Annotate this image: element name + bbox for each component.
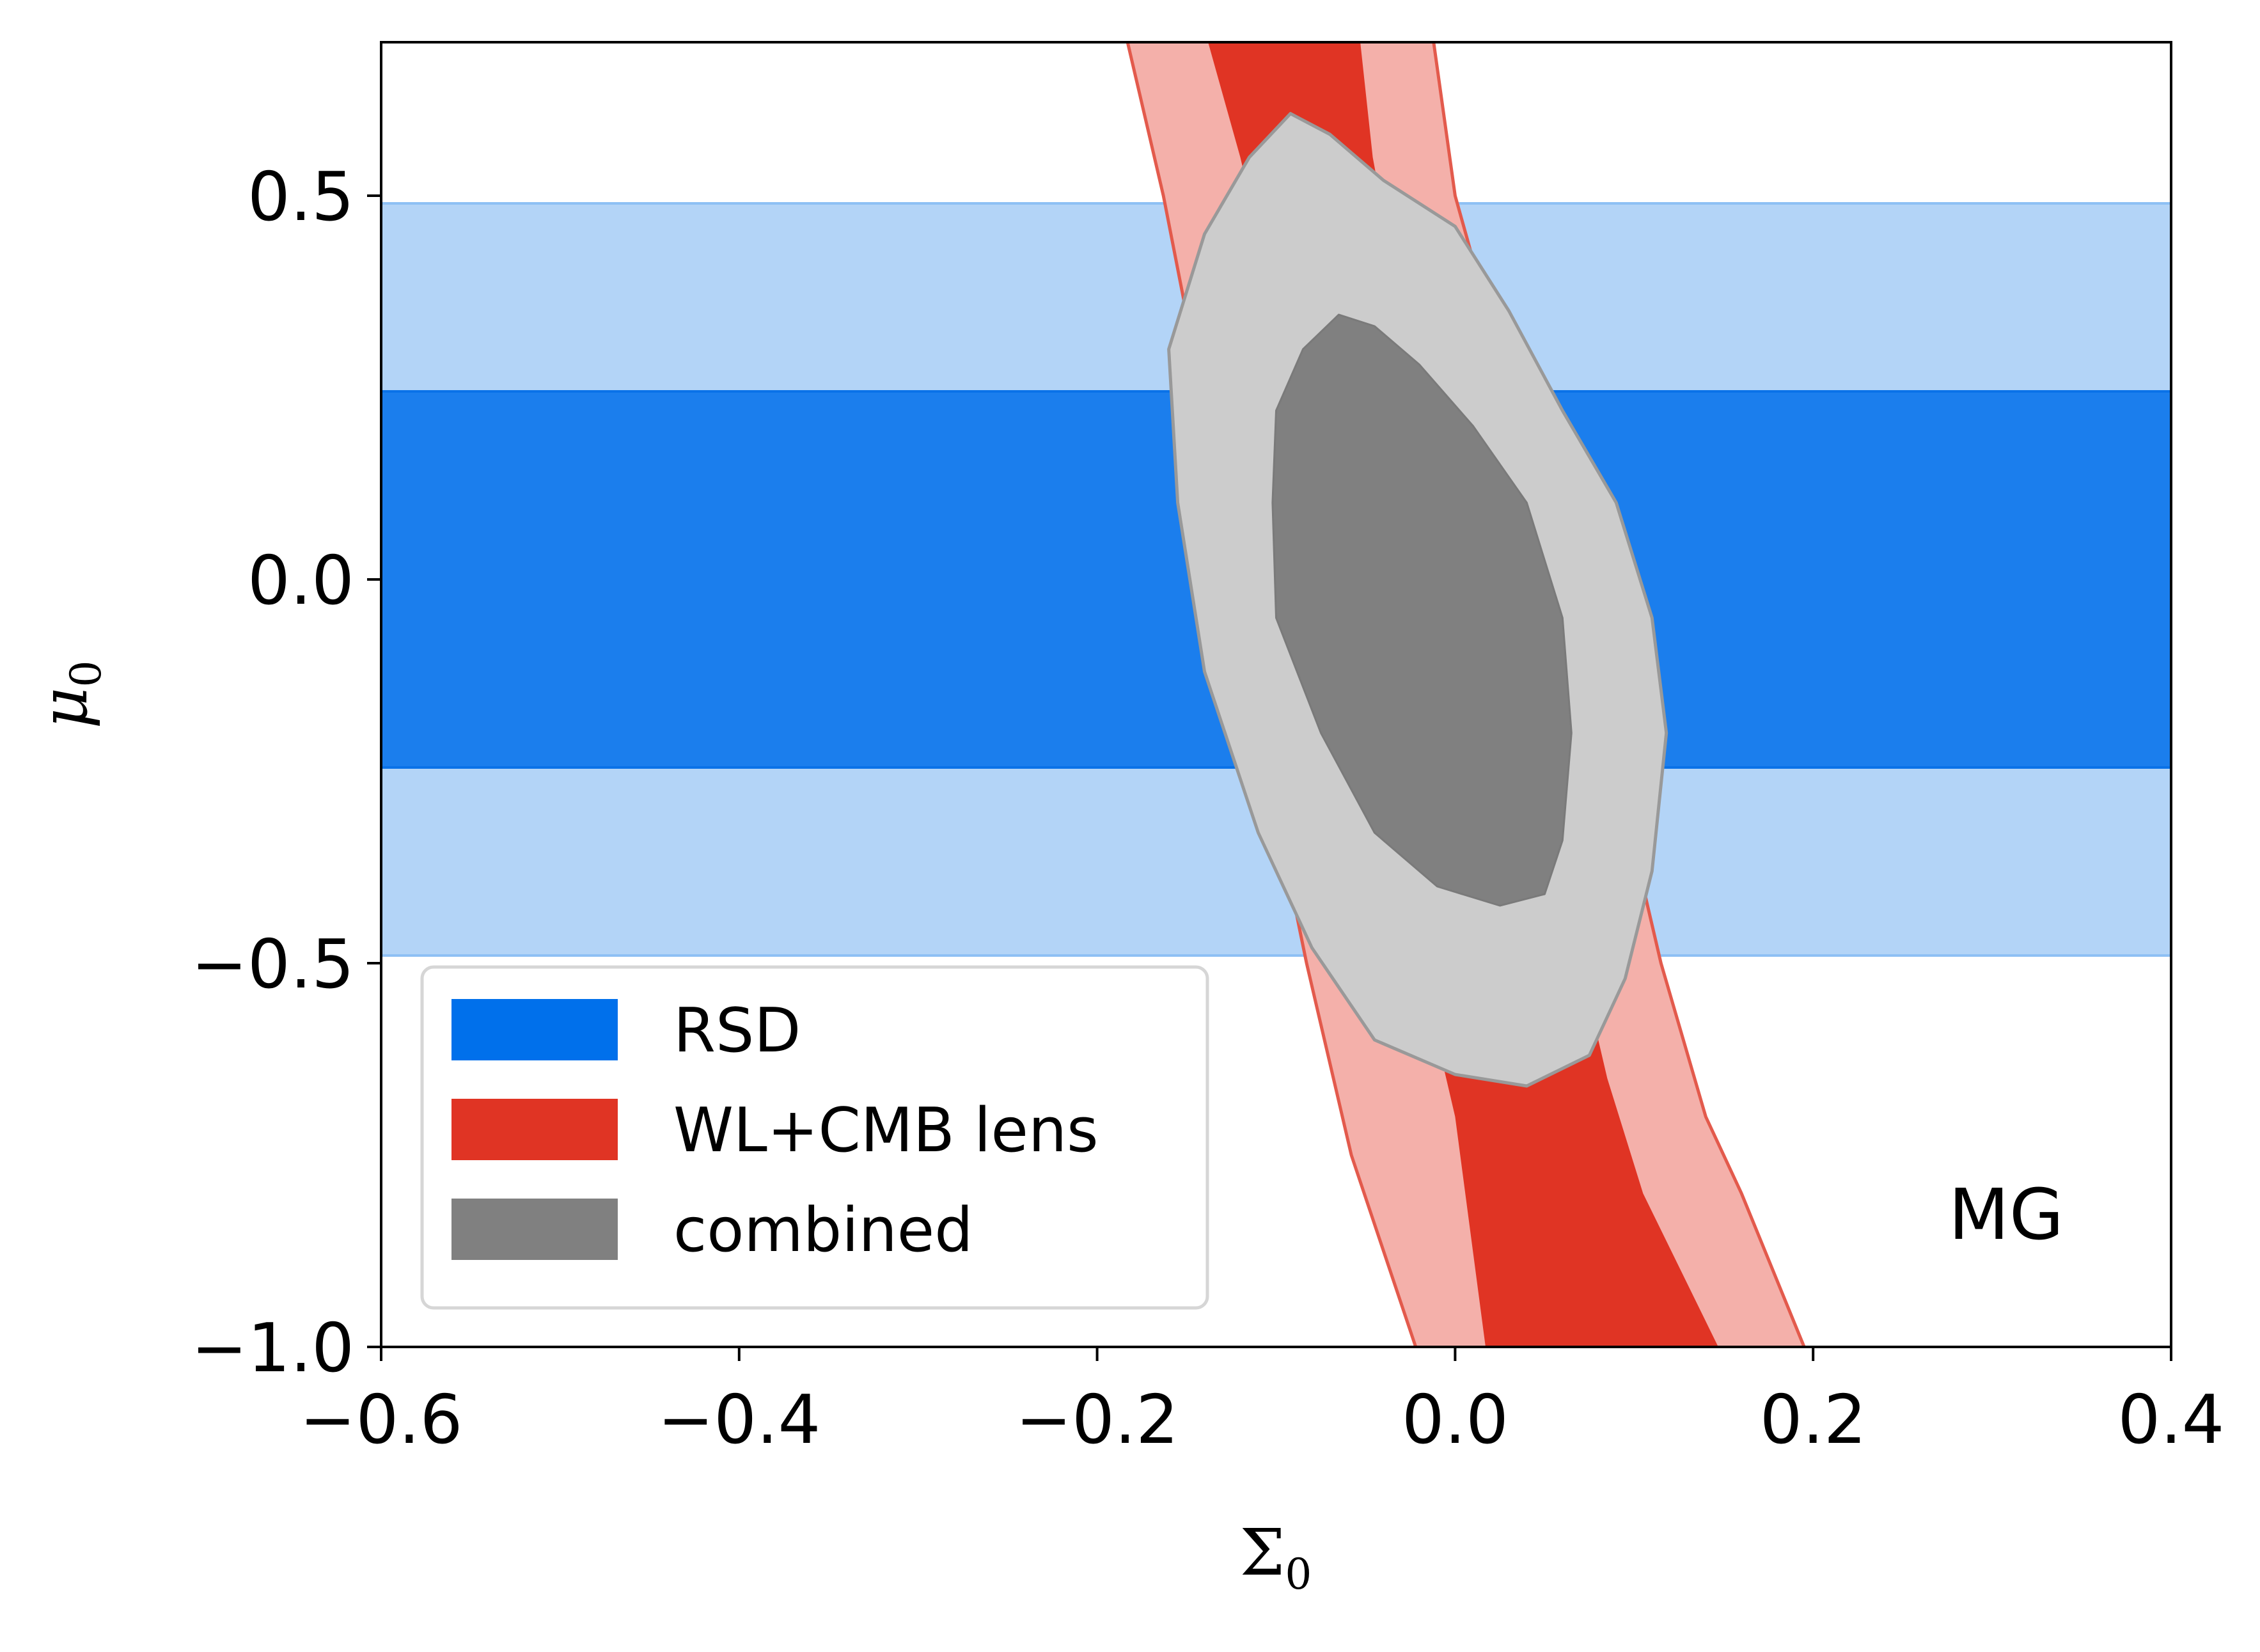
legend-label-rsd: RSD [673,996,801,1066]
legend: RSD WL+CMB lens combined [420,965,1209,1310]
x-tick-label: 0.2 [1760,1381,1867,1459]
mg-annotation: MG [1949,1174,2064,1255]
x-axis-label-subscript: 0 [1285,1550,1312,1599]
y-tick-label: −1.0 [191,1309,354,1387]
combined-inner-contour [1271,313,1573,907]
legend-swatch-combined [451,1199,618,1260]
x-axis-label-main: Σ [1240,1515,1285,1590]
x-axis-label: Σ0 [1240,1515,1312,1599]
x-tick-label: −0.2 [1016,1381,1179,1459]
x-tick-label: −0.6 [300,1381,463,1459]
y-tick-label: 0.0 [247,542,354,620]
y-axis-label: μ0 [27,661,111,729]
y-axis: −1.0 −0.5 0.0 0.5 [191,158,381,1387]
legend-swatch-wl-cmb-lens [451,1099,618,1160]
x-tick-label: −0.4 [657,1381,820,1459]
x-tick-label: 0.4 [2118,1381,2225,1459]
x-axis: −0.6 −0.4 −0.2 0.0 0.2 0.4 [300,1347,2225,1459]
legend-box [420,965,1209,1310]
x-tick-label: 0.0 [1402,1381,1509,1459]
legend-label-combined: combined [673,1195,973,1266]
plot-area [381,42,2171,1347]
plot-frame [380,41,2172,1348]
y-tick-label: 0.5 [247,158,354,236]
y-tick-label: −0.5 [191,925,354,1003]
y-axis-label-subscript: 0 [61,661,111,688]
legend-label-wl-cmb-lens: WL+CMB lens [673,1096,1099,1166]
y-axis-label-main: μ [27,688,102,729]
legend-swatch-rsd [451,999,618,1060]
